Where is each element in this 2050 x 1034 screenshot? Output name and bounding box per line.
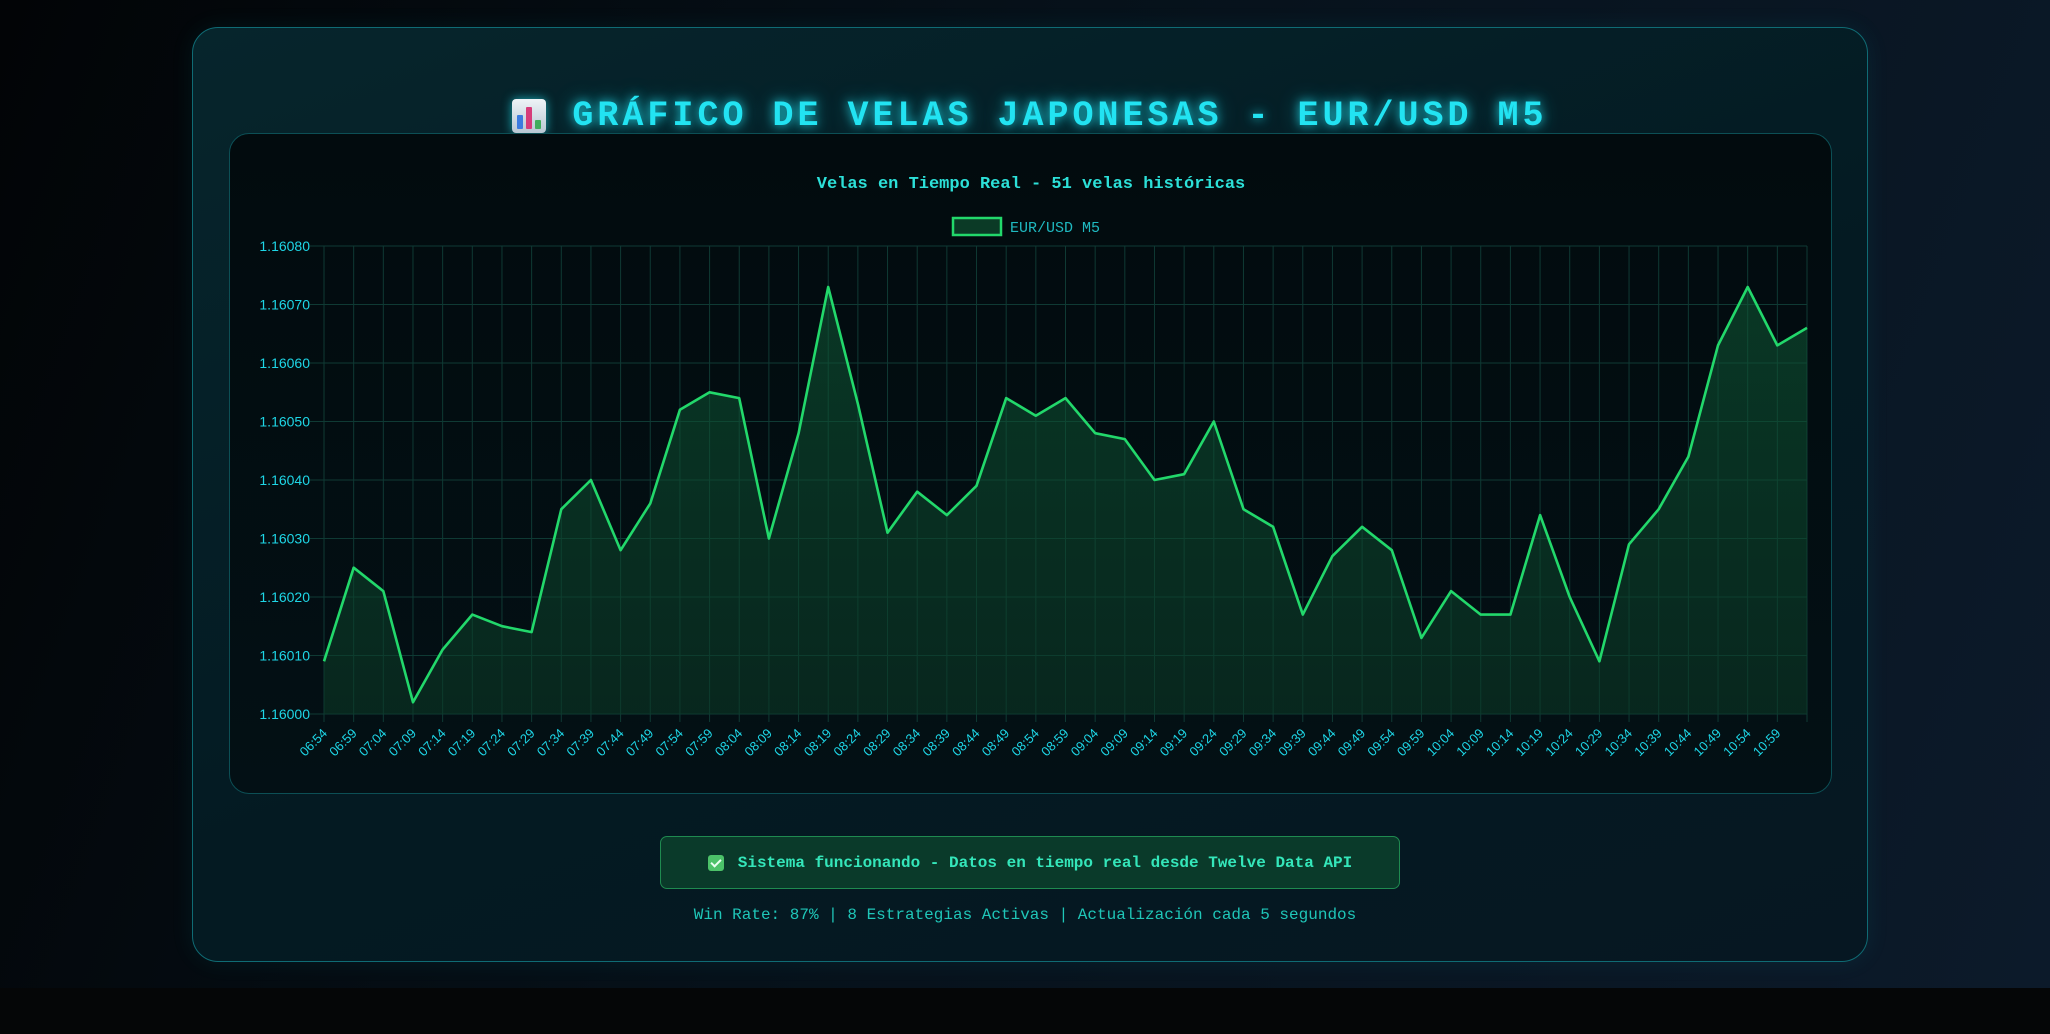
x-tick-label: 07:09 [385, 726, 419, 760]
bar-chart-icon [512, 99, 547, 133]
page-title: GRÁFICO DE VELAS JAPONESAS - EUR/USD M5 [193, 96, 1867, 136]
x-tick-label: 07:29 [504, 726, 538, 760]
y-tick-label: 1.16030 [259, 531, 310, 547]
x-tick-label: 10:44 [1661, 726, 1695, 760]
series-line-eurusd-m5 [322, 285, 1808, 704]
y-tick-label: 1.16080 [259, 238, 310, 254]
x-tick-label: 08:24 [830, 726, 864, 760]
x-tick-label: 07:59 [682, 726, 716, 760]
y-tick-label: 1.16060 [259, 355, 310, 371]
x-tick-label: 08:44 [949, 726, 983, 760]
x-tick-label: 07:34 [534, 726, 568, 760]
x-tick-label: 10:59 [1750, 726, 1784, 760]
x-tick-label: 09:19 [1157, 726, 1191, 760]
x-tick-label: 07:49 [623, 726, 657, 760]
x-tick-label: 08:49 [979, 726, 1013, 760]
x-tick-label: 08:54 [1008, 726, 1042, 760]
x-tick-label: 10:29 [1572, 726, 1606, 760]
x-tick-label: 09:59 [1394, 726, 1428, 760]
x-tick-label: 08:09 [741, 726, 775, 760]
x-tick-label: 10:49 [1691, 726, 1725, 760]
x-tick-label: 07:14 [415, 726, 449, 760]
x-tick-label: 09:34 [1246, 726, 1280, 760]
series-area-fill [324, 287, 1807, 714]
y-tick-label: 1.16010 [259, 648, 310, 664]
x-tick-label: 07:39 [563, 726, 597, 760]
legend-swatch [951, 216, 1003, 237]
x-tick-label: 08:59 [1038, 726, 1072, 760]
x-tick-label: 09:04 [1068, 726, 1102, 760]
x-tick-label: 07:04 [356, 726, 390, 760]
x-tick-label: 10:39 [1631, 726, 1665, 760]
x-tick-label: 09:54 [1364, 726, 1398, 760]
legend-label: EUR/USD M5 [1010, 220, 1100, 237]
x-tick-label: 08:14 [771, 726, 805, 760]
y-tick-label: 1.16070 [259, 297, 310, 313]
chart-container: Velas en Tiempo Real - 51 velas históric… [229, 133, 1832, 794]
x-tick-label: 10:54 [1720, 726, 1754, 760]
bottom-strip [0, 988, 2050, 1034]
x-tick-label: 07:44 [593, 726, 627, 760]
x-tick-label: 09:29 [1216, 726, 1250, 760]
x-tick-label: 10:24 [1542, 726, 1576, 760]
x-tick-label: 07:54 [652, 726, 686, 760]
y-tick-label: 1.16050 [259, 414, 310, 430]
x-tick-label: 10:09 [1453, 726, 1487, 760]
x-tick-label: 10:14 [1483, 726, 1517, 760]
chart-legend[interactable]: EUR/USD M5 [951, 216, 1100, 237]
y-tick-label: 1.16020 [259, 589, 310, 605]
x-tick-label: 10:04 [1424, 726, 1458, 760]
y-tick-label: 1.16040 [259, 472, 310, 488]
page-title-text: GRÁFICO DE VELAS JAPONESAS - EUR/USD M5 [572, 96, 1548, 136]
x-tick-label: 06:59 [326, 726, 360, 760]
x-tick-label: 08:34 [890, 726, 924, 760]
x-tick-label: 09:49 [1335, 726, 1369, 760]
x-tick-label: 09:39 [1275, 726, 1309, 760]
price-line-chart: Velas en Tiempo Real - 51 velas históric… [259, 175, 1808, 760]
x-tick-label: 09:44 [1305, 726, 1339, 760]
y-tick-label: 1.16000 [259, 706, 310, 722]
x-tick-label: 09:09 [1097, 726, 1131, 760]
x-tick-label: 09:14 [1127, 726, 1161, 760]
stats-info: Win Rate: 87% | 8 Estrategias Activas | … [693, 906, 1357, 924]
x-tick-label: 08:29 [860, 726, 894, 760]
status-text: Sistema funcionando - Datos en tiempo re… [737, 853, 1353, 872]
chart-title: Velas en Tiempo Real - 51 velas históric… [817, 175, 1245, 194]
status-banner: Sistema funcionando - Datos en tiempo re… [660, 836, 1400, 889]
x-tick-label: 10:34 [1602, 726, 1636, 760]
x-tick-label: 08:19 [801, 726, 835, 760]
x-tick-label: 08:04 [712, 726, 746, 760]
x-tick-label: 07:19 [445, 726, 479, 760]
x-tick-label: 07:24 [474, 726, 508, 760]
x-tick-label: 06:54 [297, 726, 331, 760]
check-box-icon [707, 854, 724, 871]
x-tick-label: 09:24 [1186, 726, 1220, 760]
x-tick-label: 10:19 [1513, 726, 1547, 760]
x-tick-label: 08:39 [919, 726, 953, 760]
